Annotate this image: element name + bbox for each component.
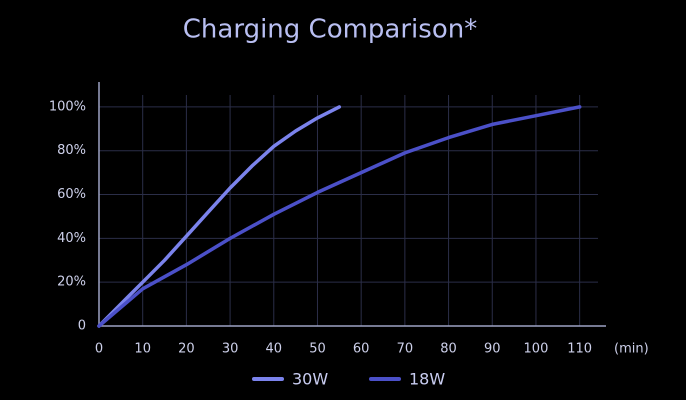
x-tick-label: 60 [353, 342, 370, 357]
y-tick-label: 80% [57, 143, 86, 158]
x-tick-label: 50 [309, 342, 326, 357]
legend-label: 18W [409, 370, 445, 389]
series-line [97, 105, 342, 328]
x-tick-label: 0 [95, 342, 103, 357]
y-tick-label: 20% [57, 275, 86, 290]
x-tick-label: 20 [178, 342, 195, 357]
x-tick-label: 10 [134, 342, 151, 357]
x-tick-label: 70 [397, 342, 414, 357]
y-tick-label: 0 [78, 319, 86, 334]
chart-title: Charging Comparison* [183, 15, 477, 45]
x-tick-label: 40 [266, 342, 283, 357]
y-tick-label: 40% [57, 231, 86, 246]
legend-label: 30W [292, 370, 328, 389]
x-axis-label: (min) [614, 342, 649, 357]
series-line [97, 105, 582, 328]
x-tick-label: 90 [484, 342, 501, 357]
x-tick-label: 100 [524, 342, 549, 357]
y-tick-label: 60% [57, 187, 86, 202]
x-tick-label: 80 [440, 342, 457, 357]
y-tick-label: 100% [49, 99, 86, 114]
x-tick-label: 110 [567, 342, 592, 357]
x-tick-label: 30 [222, 342, 239, 357]
